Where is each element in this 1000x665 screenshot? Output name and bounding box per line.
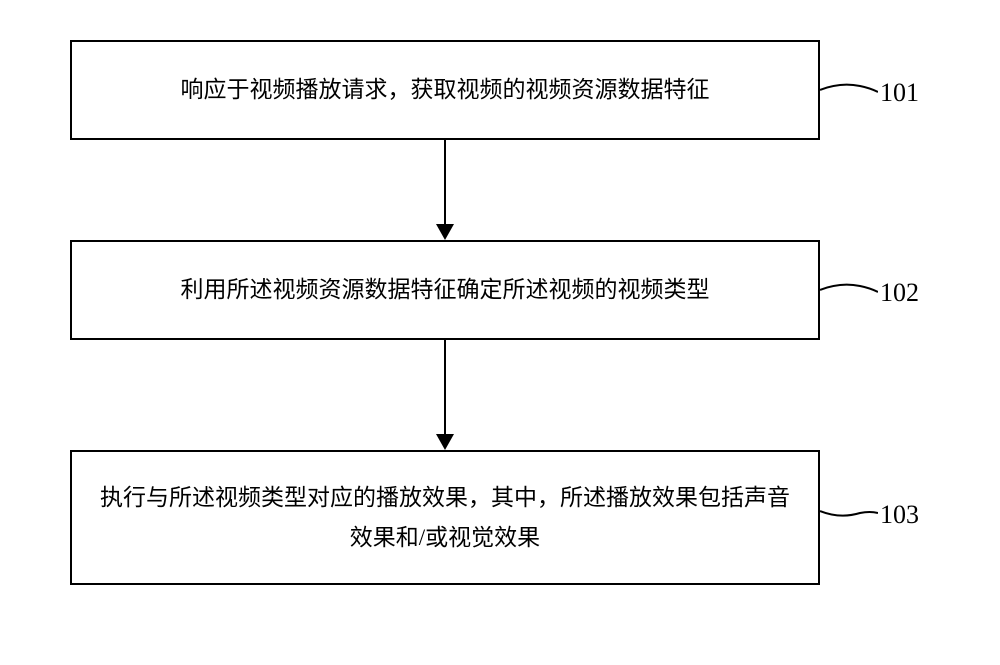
flow-arrow [444, 140, 446, 224]
arrow-head-icon [436, 434, 454, 450]
flowchart-node-step2: 利用所述视频资源数据特征确定所述视频的视频类型 [70, 240, 820, 340]
flowchart-node-step3: 执行与所述视频类型对应的播放效果，其中，所述播放效果包括声音效果和/或视觉效果 [70, 450, 820, 585]
node-label-101: 101 [880, 78, 919, 108]
flow-arrow [444, 340, 446, 434]
flowchart-canvas: 响应于视频播放请求，获取视频的视频资源数据特征 101 利用所述视频资源数据特征… [0, 0, 1000, 665]
node-text: 执行与所述视频类型对应的播放效果，其中，所述播放效果包括声音效果和/或视觉效果 [72, 478, 818, 556]
arrow-head-icon [436, 224, 454, 240]
node-label-102: 102 [880, 278, 919, 308]
connector-line [820, 505, 878, 519]
flowchart-node-step1: 响应于视频播放请求，获取视频的视频资源数据特征 [70, 40, 820, 140]
node-text: 响应于视频播放请求，获取视频的视频资源数据特征 [161, 70, 730, 109]
connector-line [820, 82, 878, 96]
connector-line [820, 282, 878, 296]
node-label-103: 103 [880, 500, 919, 530]
node-text: 利用所述视频资源数据特征确定所述视频的视频类型 [161, 270, 730, 309]
